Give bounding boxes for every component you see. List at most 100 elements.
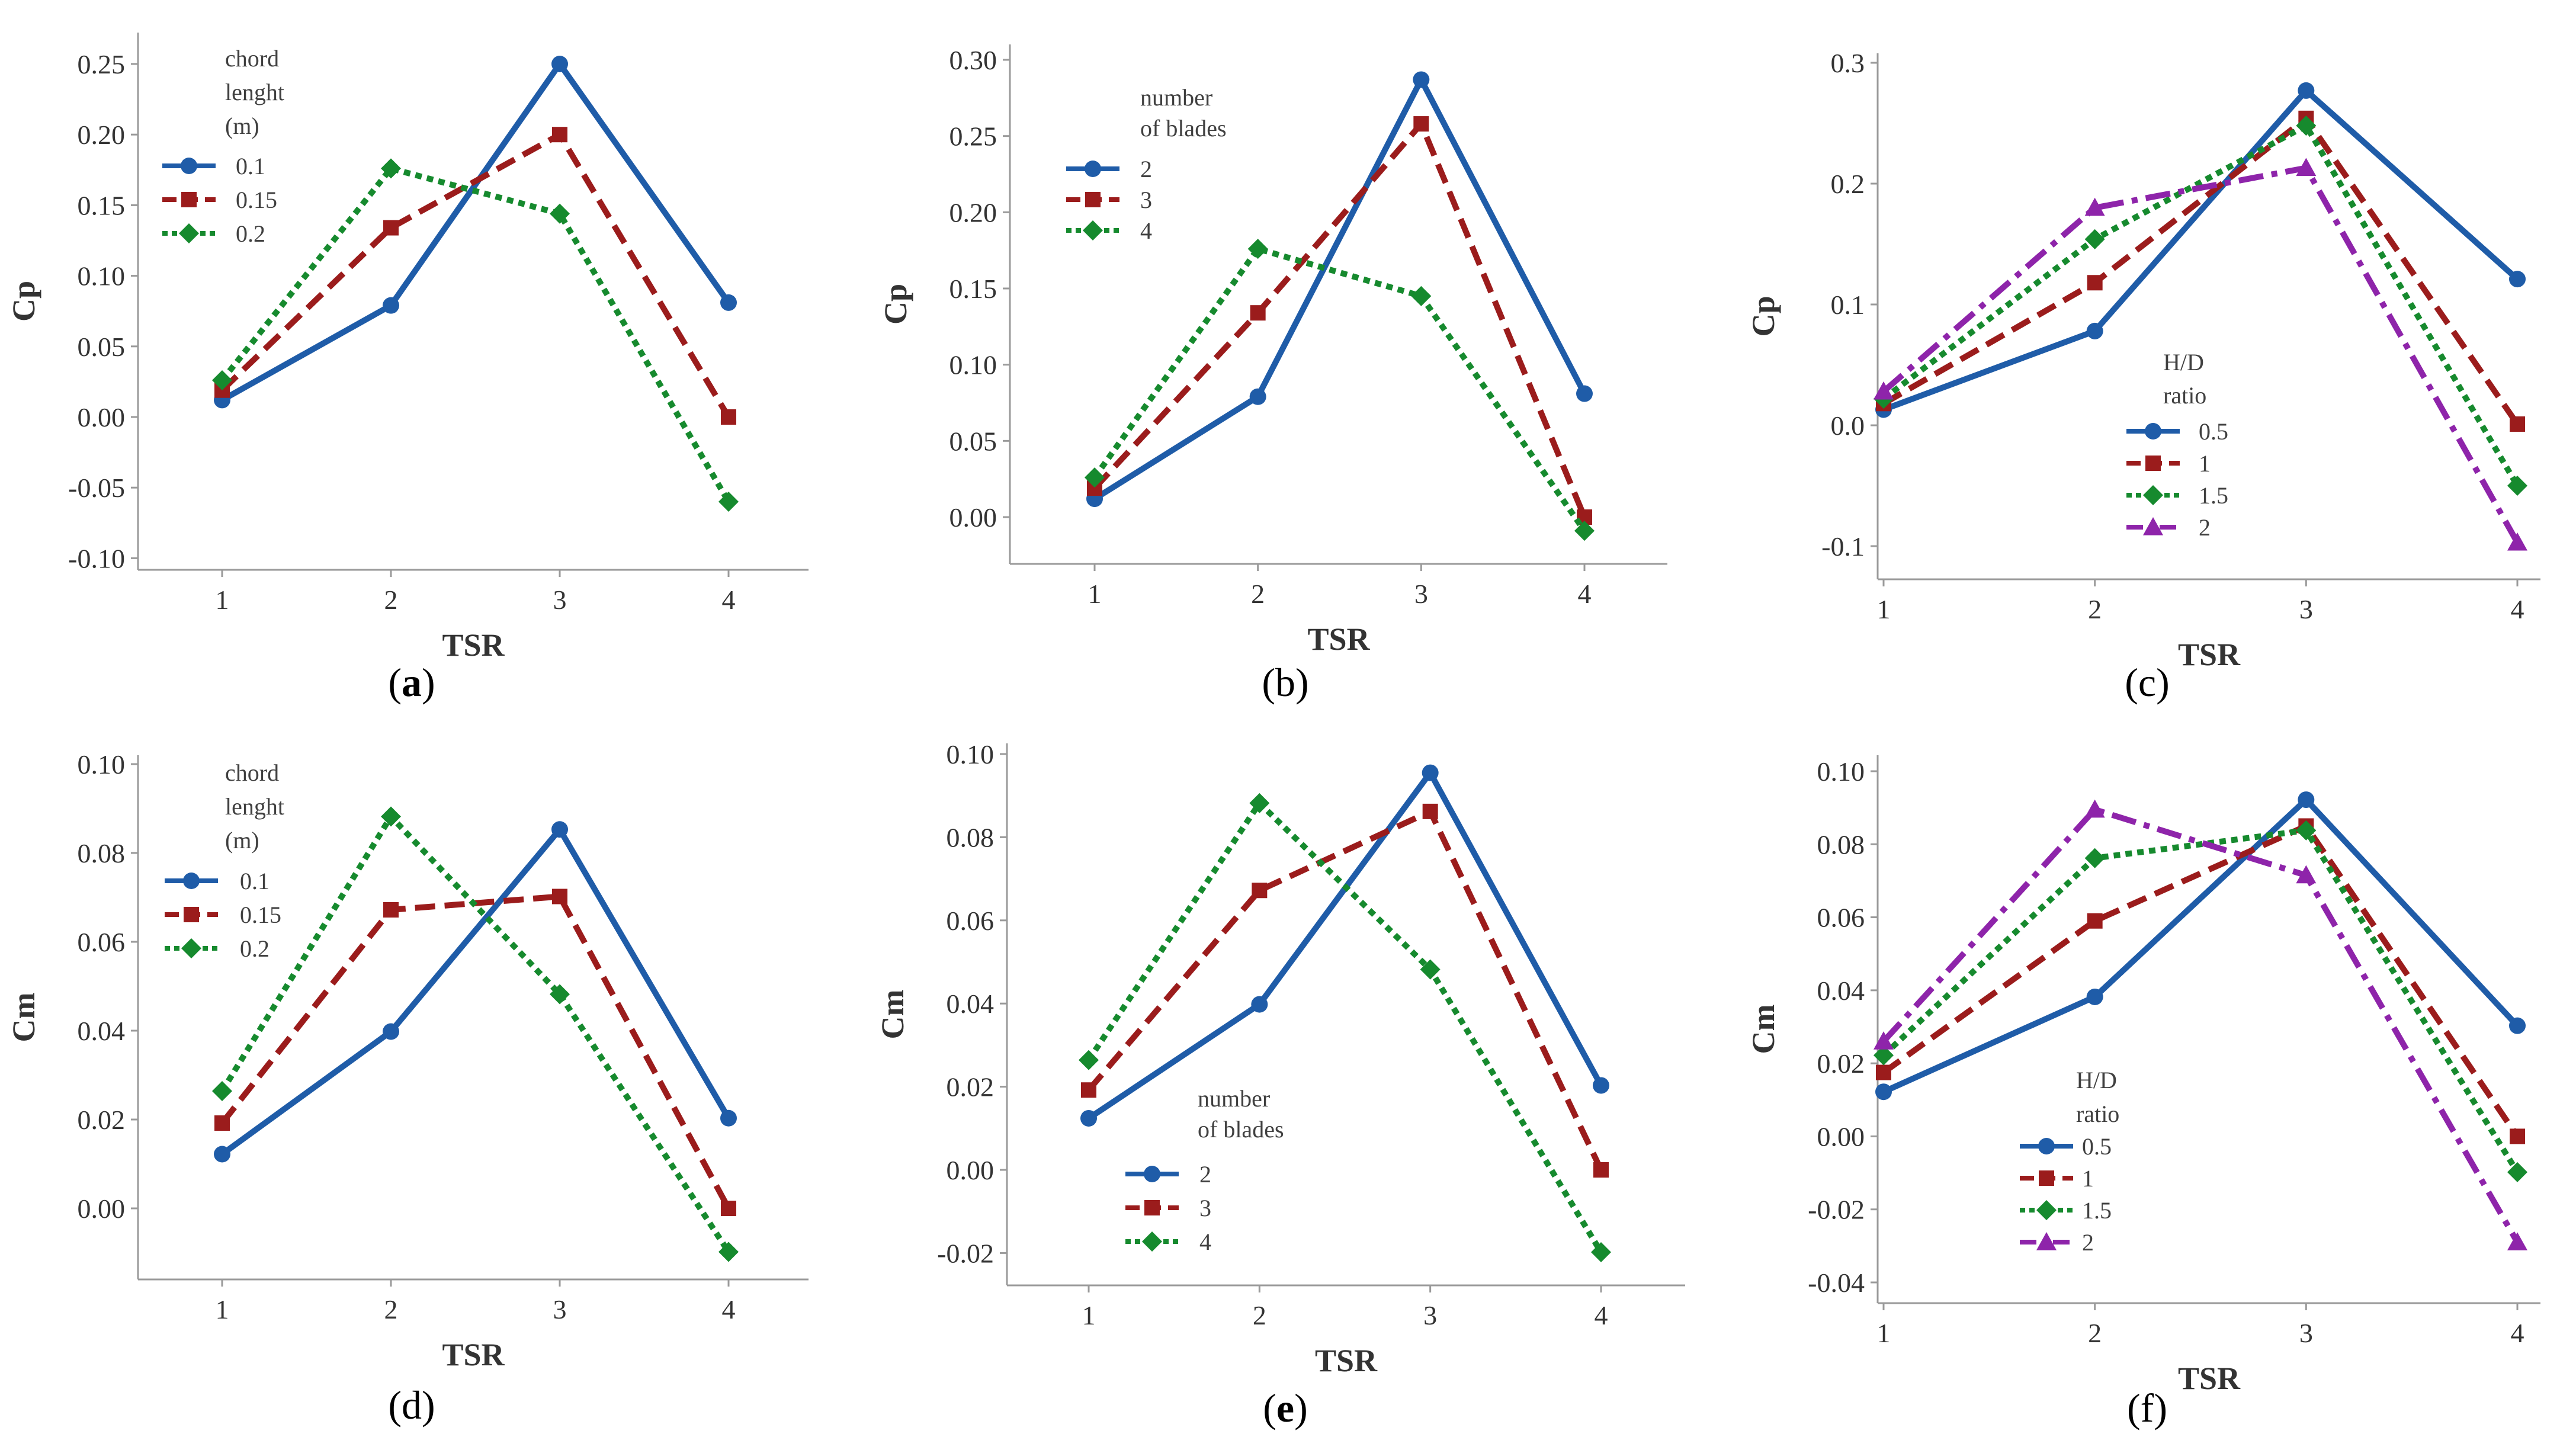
- data-point: [1079, 1050, 1099, 1070]
- data-point: [721, 1201, 736, 1216]
- data-point: [551, 821, 568, 838]
- data-point: [2507, 532, 2527, 551]
- y-tick-label: 0.04: [78, 1016, 126, 1046]
- caption-close-paren: ): [2154, 1385, 2167, 1430]
- y-tick-label: 0.00: [78, 1194, 126, 1224]
- data-point: [2296, 865, 2317, 884]
- series-line: [1881, 827, 2520, 1174]
- y-tick-label: 0.20: [78, 120, 126, 150]
- series-2: [1874, 158, 2527, 551]
- x-axis-title: TSR: [2178, 637, 2241, 672]
- series-1_5: [1874, 820, 2527, 1182]
- y-tick-label: -0.04: [1808, 1268, 1865, 1298]
- data-point: [1876, 1064, 1891, 1080]
- legend-title: chord: [225, 759, 279, 786]
- panel-caption: (b): [1262, 660, 1308, 705]
- legend: chord lenght (m) 0.1 0.15 0.2: [162, 45, 284, 247]
- series-line: [1092, 246, 1587, 533]
- legend-title: lenght: [225, 793, 284, 820]
- series-line: [1881, 806, 2520, 1244]
- data-point: [381, 158, 401, 179]
- data-point: [1080, 1109, 1097, 1127]
- y-axis-title: Cp: [6, 281, 41, 322]
- legend-key-marker: [2143, 485, 2163, 505]
- caption-letter: b: [1275, 660, 1295, 705]
- legend-key-marker: [1144, 1200, 1160, 1215]
- y-tick-label: 0.02: [78, 1105, 126, 1135]
- panel-caption: (d): [388, 1383, 435, 1428]
- data-point: [2084, 197, 2105, 216]
- x-tick-label: 2: [384, 1294, 398, 1324]
- data-point: [2510, 1128, 2525, 1144]
- series-4: [1079, 793, 1611, 1262]
- y-axis-title: Cm: [875, 989, 910, 1039]
- caption-close-paren: ): [1294, 1385, 1308, 1430]
- legend-label: 1.5: [2082, 1197, 2112, 1224]
- y-axis-title: Cm: [6, 992, 41, 1042]
- x-tick-label: 2: [2088, 1318, 2102, 1348]
- y-tick-label: 0.04: [1817, 976, 1865, 1006]
- data-point: [2510, 416, 2525, 432]
- y-tick-label: 0.06: [947, 906, 995, 936]
- legend-key-marker: [179, 223, 199, 243]
- legend-label: 1: [2199, 450, 2211, 477]
- x-tick-label: 4: [1578, 579, 1592, 609]
- legend-key-marker: [184, 907, 199, 922]
- x-tick-label: 1: [1877, 1318, 1891, 1348]
- y-tick-label: 0.3: [1831, 48, 1865, 78]
- data-point: [2296, 158, 2317, 177]
- y-tick-label: -0.05: [68, 473, 125, 503]
- y-tick-label: 0.00: [947, 1155, 995, 1185]
- data-point: [2084, 799, 2105, 818]
- data-point: [2507, 476, 2527, 496]
- x-tick-label: 1: [1877, 594, 1891, 624]
- x-tick-label: 4: [1595, 1300, 1608, 1330]
- y-tick-label: 0.08: [1817, 829, 1865, 859]
- legend-label: 4: [1199, 1229, 1211, 1255]
- x-tick-label: 2: [1251, 579, 1265, 609]
- series-line: [1881, 123, 2520, 487]
- legend-key-marker: [2038, 1138, 2055, 1154]
- panel-caption: (f): [2127, 1385, 2167, 1430]
- y-tick-label: 0.00: [78, 402, 126, 432]
- series-2: [1874, 799, 2527, 1250]
- legend: H/D ratio 0.5 1 1.5 2: [2126, 349, 2228, 541]
- legend-label: 0.2: [240, 935, 270, 962]
- data-point: [718, 1242, 739, 1262]
- data-point: [2087, 275, 2103, 291]
- x-tick-label: 1: [1082, 1300, 1096, 1330]
- data-point: [551, 56, 568, 72]
- data-point: [1574, 521, 1595, 541]
- data-point: [1576, 385, 1593, 402]
- data-point: [1251, 996, 1268, 1013]
- y-tick-label: 0.10: [78, 261, 126, 291]
- data-point: [1593, 1162, 1609, 1178]
- y-tick-label: 0.10: [949, 350, 997, 380]
- caption-letter: f: [2141, 1385, 2154, 1430]
- x-tick-label: 4: [2511, 594, 2524, 624]
- panel-caption: (e): [1263, 1385, 1308, 1430]
- data-point: [550, 203, 570, 224]
- legend-label: 2: [2199, 514, 2211, 541]
- y-tick-label: 0.30: [949, 45, 997, 75]
- y-tick-label: 0.06: [1817, 903, 1865, 933]
- data-point: [2509, 271, 2526, 288]
- series-line: [1092, 121, 1587, 518]
- x-axis-title: TSR: [1315, 1343, 1378, 1378]
- y-tick-label: 0.15: [949, 274, 997, 304]
- x-tick-label: 2: [384, 585, 398, 615]
- series-line: [1882, 115, 2520, 426]
- caption-close-paren: ): [1295, 660, 1309, 705]
- legend-label: 0.5: [2082, 1133, 2112, 1160]
- legend-title: H/D: [2163, 349, 2204, 376]
- data-point: [214, 1146, 230, 1163]
- data-point: [1081, 1082, 1096, 1098]
- data-point: [1249, 388, 1266, 405]
- y-axis-title: Cp: [1746, 296, 1781, 336]
- data-point: [1085, 467, 1105, 488]
- legend-title: number: [1198, 1085, 1270, 1112]
- series-4: [1085, 239, 1595, 541]
- data-point: [1593, 1077, 1609, 1094]
- x-tick-label: 2: [2088, 594, 2102, 624]
- y-tick-label: 0.25: [949, 121, 997, 152]
